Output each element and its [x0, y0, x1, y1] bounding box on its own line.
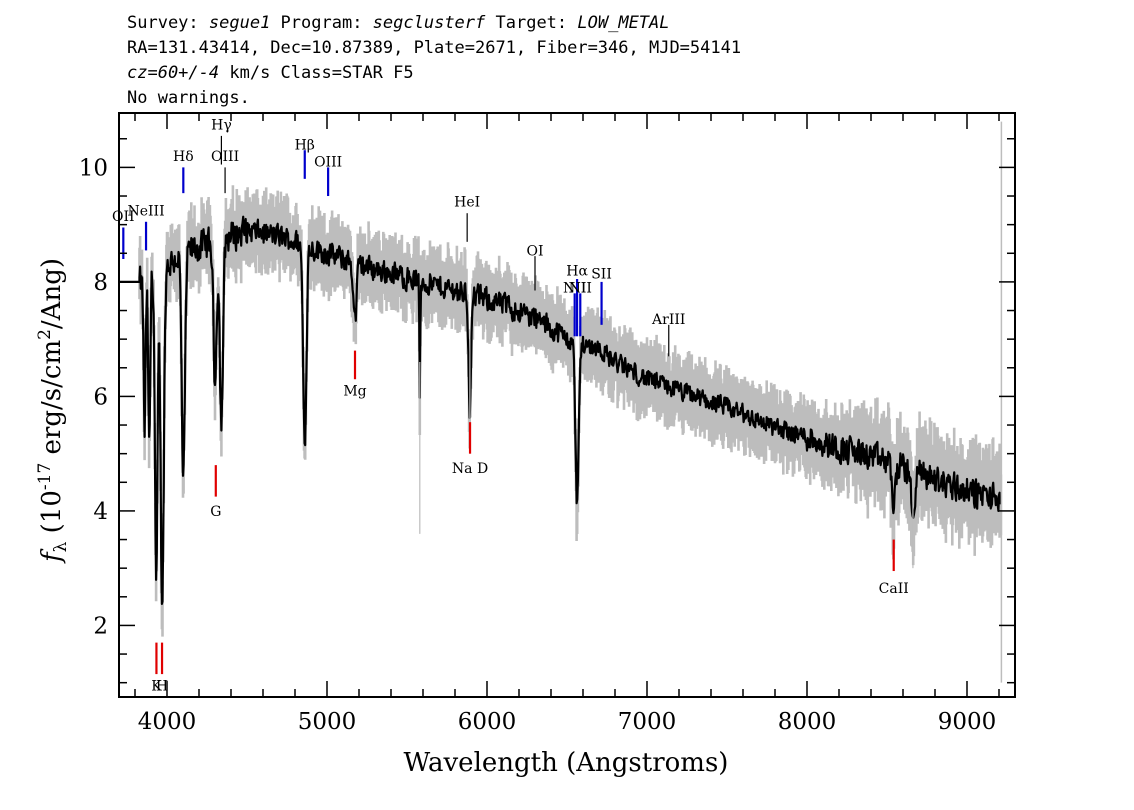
- x-tick-label: 4000: [138, 709, 197, 735]
- y-axis-prefix: (10: [37, 490, 67, 542]
- line-label: OI: [526, 243, 543, 259]
- axes: 4000 5000 6000 7000 8000 9000 2 4 6 8 10: [79, 112, 1016, 735]
- program-value: segclusterf: [372, 13, 486, 33]
- line-label: NII: [569, 281, 592, 297]
- y-axis-exponent: -17: [35, 463, 55, 490]
- header-line-4: No warnings.: [127, 88, 250, 108]
- line-label: HeI: [454, 195, 480, 211]
- y-axis-exponent-2: 2: [35, 329, 55, 340]
- y-tick-label: 8: [93, 270, 108, 296]
- noise-band-path: [138, 185, 1003, 637]
- header-line-1: Survey: segue1 Program: segclusterf Targ…: [127, 12, 670, 34]
- x-tick-label: 7000: [618, 709, 677, 735]
- line-label: Hγ: [211, 117, 232, 133]
- line-label: H: [156, 679, 168, 695]
- line-label: Hβ: [295, 137, 315, 153]
- program-label: Program:: [270, 13, 373, 33]
- target-label: Target:: [485, 13, 578, 33]
- flux-series: [119, 215, 1002, 606]
- line-label: NII: [563, 281, 586, 297]
- line-label: Na D: [452, 461, 488, 477]
- x-tick-label: 9000: [938, 709, 997, 735]
- plot-frame: [118, 112, 1016, 698]
- x-tick-label: 5000: [298, 709, 357, 735]
- y-axis-units: erg/s/cm: [37, 340, 67, 463]
- x-axis-label: Wavelength (Angstroms): [404, 748, 729, 778]
- survey-label: Survey:: [127, 13, 209, 33]
- x-tick-label: 6000: [458, 709, 517, 735]
- line-label: ArIII: [651, 312, 685, 328]
- line-label: OIII: [314, 155, 342, 171]
- line-label: OIII: [211, 149, 239, 165]
- y-tick-label: 2: [93, 613, 108, 639]
- y-axis-label: fλ (10-17 erg/s/cm2/Ang): [35, 258, 71, 564]
- line-label: CaII: [879, 581, 909, 597]
- line-label: Mg: [343, 384, 366, 400]
- flux-line: [119, 215, 1002, 606]
- redshift-value: cz=60+/-4: [127, 63, 220, 83]
- line-label: Hα: [566, 263, 588, 279]
- line-label: Hδ: [173, 149, 194, 165]
- y-axis-suffix: /Ang): [37, 258, 67, 329]
- header-line-2: RA=131.43414, Dec=10.87389, Plate=2671, …: [127, 38, 742, 58]
- header-line-3: cz=60+/-4 km/s Class=STAR F5: [127, 62, 414, 84]
- line-label: K: [151, 679, 162, 695]
- line-label: SII: [591, 266, 612, 282]
- noise-band: [138, 185, 1003, 637]
- y-tick-label: 10: [79, 155, 108, 181]
- x-tick-label: 8000: [778, 709, 837, 735]
- y-tick-label: 6: [93, 384, 108, 410]
- line-label: NeIII: [127, 203, 164, 219]
- target-value: LOW_METAL: [577, 13, 670, 33]
- survey-value: segue1: [208, 13, 271, 33]
- y-axis-subscript: λ: [51, 541, 71, 552]
- line-label: OII: [112, 209, 135, 225]
- y-tick-label: 4: [93, 499, 108, 525]
- line-label: G: [210, 504, 221, 520]
- class-text: km/s Class=STAR F5: [219, 63, 414, 83]
- line-labels: OIINeIIIHδHγOIIIHβOIIIHeIOINIIHαNIISIIAr…: [112, 117, 909, 694]
